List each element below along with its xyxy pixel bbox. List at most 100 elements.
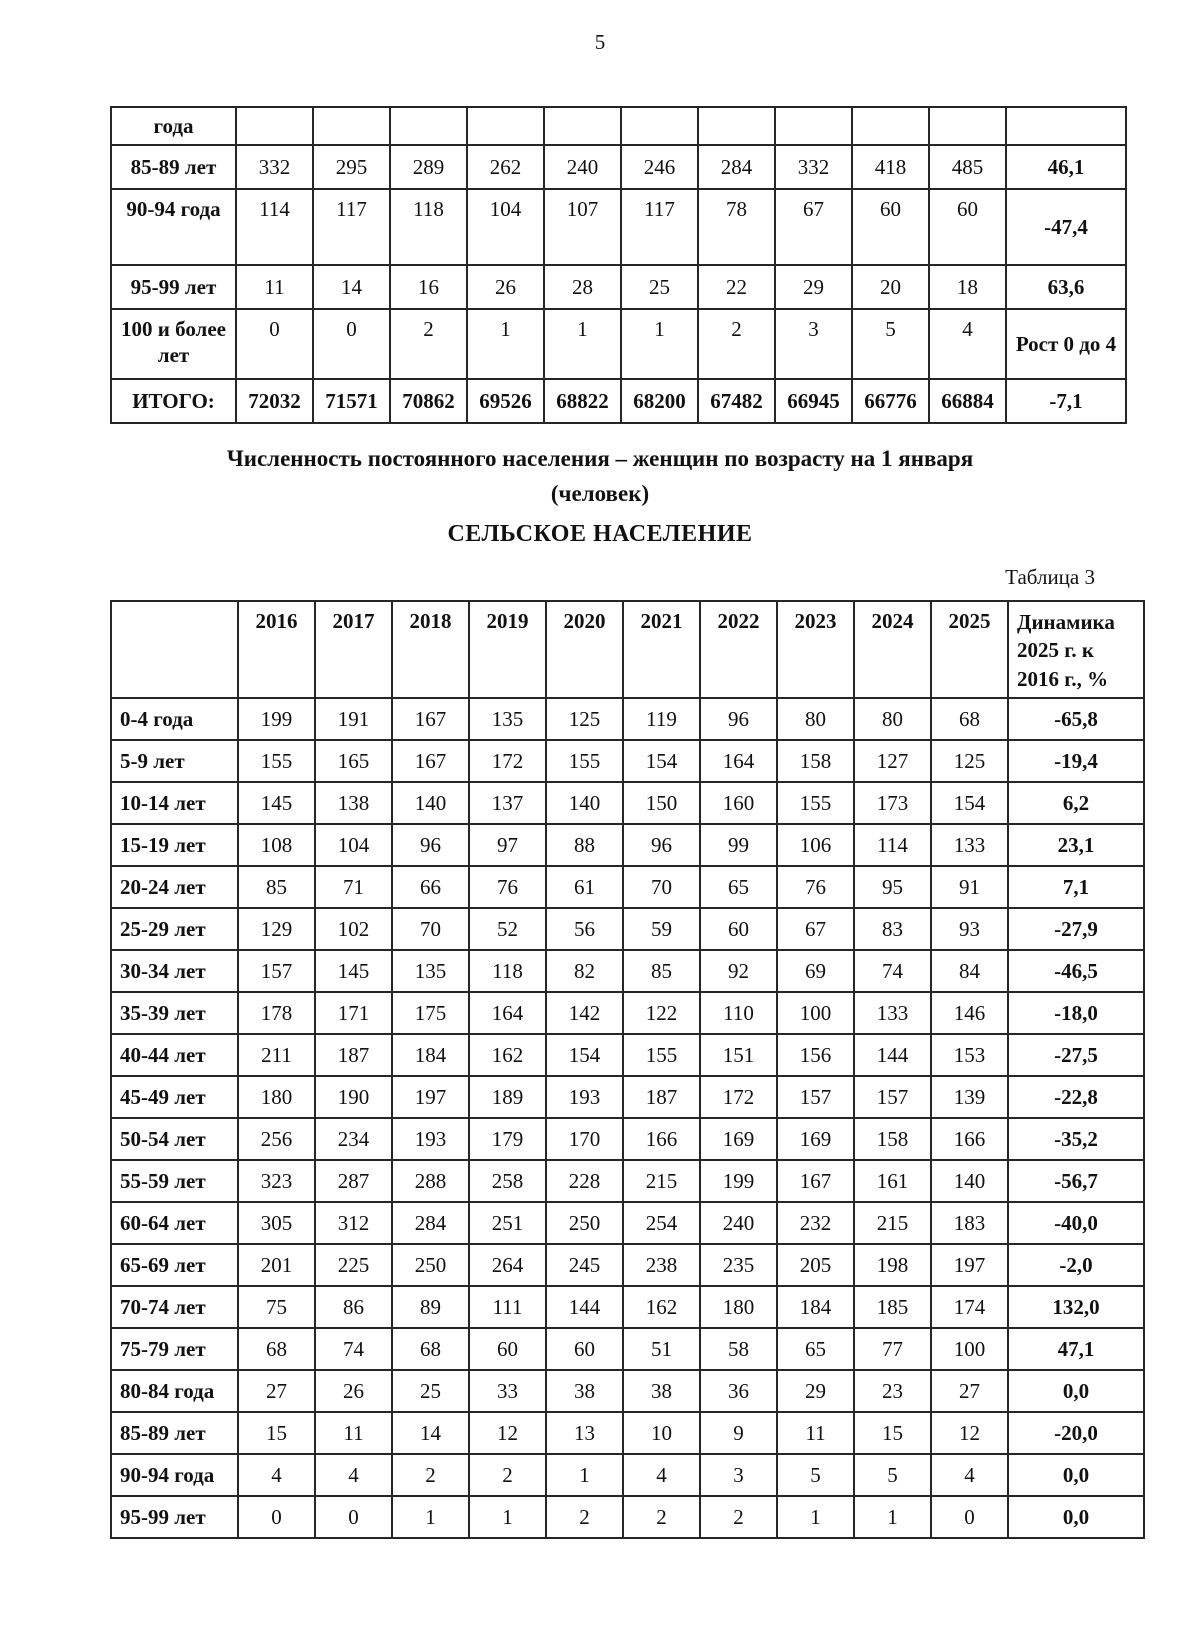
value-cell: 256 [237, 1117, 316, 1161]
value-cell [543, 106, 622, 146]
value-cell: 246 [620, 144, 699, 190]
value-cell: 2 [622, 1495, 701, 1539]
value-cell: 72032 [235, 378, 314, 424]
value-cell: 29 [774, 264, 853, 310]
value-cell: 65 [699, 865, 778, 909]
value-cell: 150 [622, 781, 701, 825]
value-cell [928, 106, 1007, 146]
value-cell: 95 [853, 865, 932, 909]
value-cell: 107 [543, 188, 622, 266]
value-cell: 295 [312, 144, 391, 190]
value-cell: 77 [853, 1327, 932, 1371]
value-cell: 1 [391, 1495, 470, 1539]
value-cell: 59 [622, 907, 701, 951]
value-cell: 5 [776, 1453, 855, 1497]
value-cell: 122 [622, 991, 701, 1035]
value-cell: 193 [545, 1075, 624, 1119]
value-cell: 185 [853, 1285, 932, 1329]
value-cell: 85 [622, 949, 701, 993]
value-cell: 20 [851, 264, 930, 310]
value-cell: 69526 [466, 378, 545, 424]
value-cell: 12 [468, 1411, 547, 1455]
value-cell: 161 [853, 1159, 932, 1203]
value-cell: 108 [237, 823, 316, 867]
value-cell: 92 [699, 949, 778, 993]
value-cell: 1 [468, 1495, 547, 1539]
value-cell: 135 [468, 697, 547, 741]
table-row: 80-84 года 27 26 25 33 38 38 36 29 23 27 0,0 [110, 1369, 1145, 1413]
value-cell: 66945 [774, 378, 853, 424]
value-cell: 68 [930, 697, 1009, 741]
value-cell: 251 [468, 1201, 547, 1245]
value-cell: 38 [545, 1369, 624, 1413]
value-cell: 179 [468, 1117, 547, 1161]
value-cell: 15 [237, 1411, 316, 1455]
value-cell: 80 [853, 697, 932, 741]
value-cell: 85 [237, 865, 316, 909]
value-cell: 234 [314, 1117, 393, 1161]
dynamics-cell: -20,0 [1007, 1411, 1145, 1455]
value-cell: 89 [391, 1285, 470, 1329]
table-row: 85-89 лет 332 295 289 262 240 246 284 332 418 485 4… [110, 144, 1127, 190]
value-cell: 61 [545, 865, 624, 909]
value-cell: 180 [699, 1285, 778, 1329]
value-cell: 125 [930, 739, 1009, 783]
value-cell: 250 [391, 1243, 470, 1287]
dynamics-cell: 0,0 [1007, 1453, 1145, 1497]
table-row: 55-59 лет 323 287 288 258 228 215 199 167 161 140-… [110, 1159, 1145, 1203]
dynamics-header-cell: Динамика 2025 г. к 2016 г., % [1007, 600, 1145, 699]
year-header-cell: 2022 [699, 600, 778, 699]
value-cell: 284 [697, 144, 776, 190]
value-cell: 157 [853, 1075, 932, 1119]
value-cell: 114 [853, 823, 932, 867]
value-cell: 100 [930, 1327, 1009, 1371]
value-cell: 211 [237, 1033, 316, 1077]
value-cell: 106 [776, 823, 855, 867]
value-cell: 1 [853, 1495, 932, 1539]
value-cell: 289 [389, 144, 468, 190]
table-population-continued: года 85-89 лет 332 295 289 262 240 246 284 332 418… [110, 106, 1127, 424]
value-cell: 140 [391, 781, 470, 825]
value-cell: 51 [622, 1327, 701, 1371]
table-row: 95-99 лет 11 14 16 26 28 25 22 29 20 18 63,6 [110, 264, 1127, 310]
value-cell: 25 [620, 264, 699, 310]
dynamics-cell: -27,5 [1007, 1033, 1145, 1077]
value-cell: 133 [853, 991, 932, 1035]
year-header-cell: 2024 [853, 600, 932, 699]
dynamics-cell: 63,6 [1005, 264, 1127, 310]
value-cell: 167 [391, 739, 470, 783]
dynamics-cell: 6,2 [1007, 781, 1145, 825]
value-cell: 27 [237, 1369, 316, 1413]
value-cell: 4 [930, 1453, 1009, 1497]
value-cell: 155 [776, 781, 855, 825]
value-cell: 26 [314, 1369, 393, 1413]
value-cell: 104 [466, 188, 545, 266]
dynamics-cell: -46,5 [1007, 949, 1145, 993]
row-label-cell: 90-94 года [110, 188, 237, 266]
value-cell: 71 [314, 865, 393, 909]
value-cell: 254 [622, 1201, 701, 1245]
year-header-cell: 2018 [391, 600, 470, 699]
value-cell: 60 [699, 907, 778, 951]
row-label-cell: 85-89 лет [110, 144, 237, 190]
row-label-cell: 50-54 лет [110, 1117, 239, 1161]
value-cell: 4 [314, 1453, 393, 1497]
value-cell: 165 [314, 739, 393, 783]
value-cell: 305 [237, 1201, 316, 1245]
dynamics-cell: -56,7 [1007, 1159, 1145, 1203]
dynamics-cell: 47,1 [1007, 1327, 1145, 1371]
value-cell: 287 [314, 1159, 393, 1203]
value-cell: 111 [468, 1285, 547, 1329]
row-label-cell: 40-44 лет [110, 1033, 239, 1077]
value-cell: 117 [620, 188, 699, 266]
table-row: 95-99 лет 0 0 1 1 2 2 2 1 1 0 0,0 [110, 1495, 1145, 1539]
row-label-cell: 0-4 года [110, 697, 239, 741]
value-cell: 198 [853, 1243, 932, 1287]
value-cell: 86 [314, 1285, 393, 1329]
value-cell: 154 [545, 1033, 624, 1077]
dynamics-cell: -2,0 [1007, 1243, 1145, 1287]
value-cell: 157 [237, 949, 316, 993]
value-cell: 28 [543, 264, 622, 310]
dynamics-cell: 7,1 [1007, 865, 1145, 909]
value-cell: 418 [851, 144, 930, 190]
